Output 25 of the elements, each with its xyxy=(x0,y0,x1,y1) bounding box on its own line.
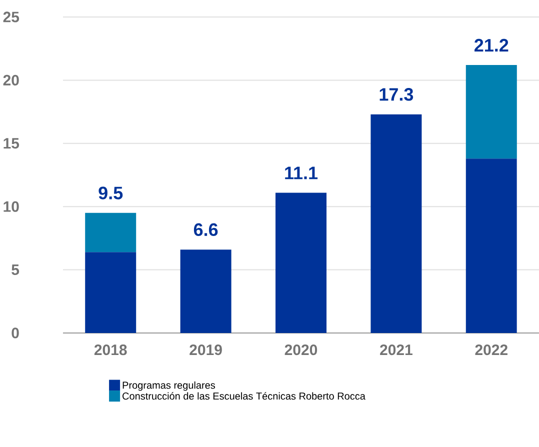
x-tick-label: 2020 xyxy=(284,344,318,356)
total-label: 11.1 xyxy=(285,166,318,180)
bar xyxy=(466,65,517,159)
y-tick-label: 15 xyxy=(4,138,20,149)
y-tick-label: 0 xyxy=(12,328,19,338)
y-tick-label: 10 xyxy=(4,201,19,212)
x-tick-label: 2019 xyxy=(190,344,222,356)
total-label: 17.3 xyxy=(380,88,414,101)
bar xyxy=(276,192,326,333)
y-tick-label: 20 xyxy=(3,74,19,86)
x-tick-label: 2022 xyxy=(475,344,508,356)
total-label: 9.5 xyxy=(98,186,123,200)
y-tick-label: 25 xyxy=(3,12,20,22)
legend-label: Construcción de las Escuelas Técnicas Roberto Rocca xyxy=(122,392,366,400)
legend-label: Programas regulares xyxy=(122,381,216,391)
bar xyxy=(85,212,136,252)
bar xyxy=(370,114,422,333)
bar xyxy=(180,250,232,333)
x-tick-label: 2021 xyxy=(380,344,412,356)
x-tick-label: 2018 xyxy=(94,344,127,356)
total-label: 6.6 xyxy=(194,223,218,236)
bar xyxy=(85,252,136,333)
bar xyxy=(466,158,517,333)
total-label: 21.2 xyxy=(474,38,508,52)
y-tick-label: 5 xyxy=(12,264,20,276)
